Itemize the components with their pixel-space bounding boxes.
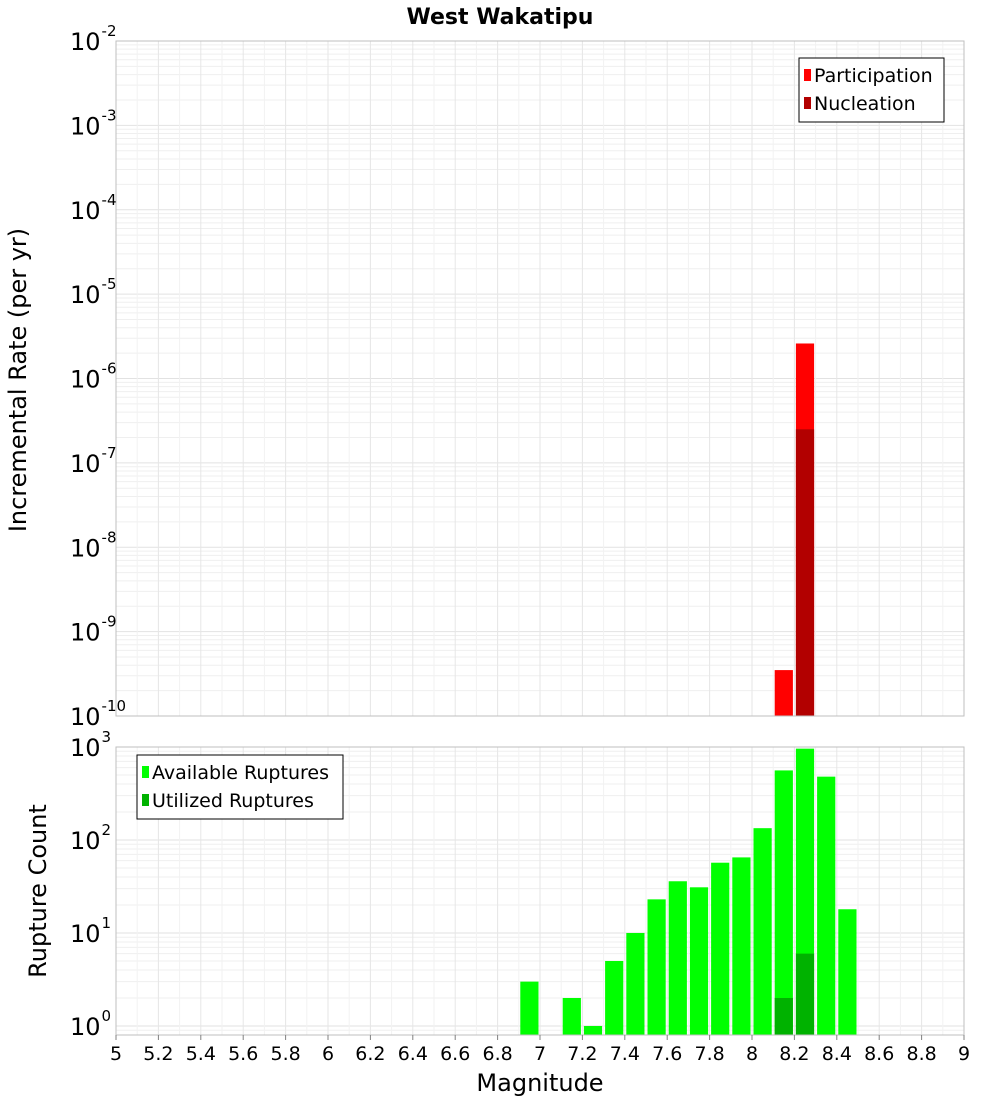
bottom-y-tick-label: 103 [70, 728, 111, 762]
top-y-tick-label: 10-10 [70, 697, 126, 731]
bottom-bar-available-ruptures [732, 857, 751, 1035]
top-legend [798, 57, 945, 123]
top-plot-border [115, 40, 965, 717]
bottom-bar-available-ruptures [605, 960, 624, 1035]
x-tick-label: 6.8 [482, 1043, 512, 1065]
bottom-bar-available-ruptures [753, 828, 772, 1035]
x-tick-label: 7.2 [567, 1043, 597, 1065]
top-y-tick-label: 10-2 [70, 22, 117, 56]
top-legend-swatch [804, 69, 811, 81]
x-tick-label: 6.6 [440, 1043, 470, 1065]
bottom-bar-available-ruptures [583, 1025, 603, 1035]
bottom-bar-available-ruptures [668, 881, 687, 1035]
x-tick-label: 7.6 [652, 1043, 682, 1065]
top-y-axis-label: Incremental Rate (per yr) [4, 228, 32, 532]
bottom-bar-available-ruptures [711, 862, 730, 1035]
top-y-tick-label: 10-6 [70, 360, 117, 394]
top-y-tick-label: 10-9 [70, 613, 117, 647]
bottom-bar-available-ruptures [626, 932, 645, 1035]
x-tick-label: 5 [110, 1043, 122, 1065]
x-tick-label: 5.4 [186, 1043, 216, 1065]
x-tick-label: 5.2 [143, 1043, 173, 1065]
x-tick-label: 8.4 [822, 1043, 852, 1065]
x-tick-label: 5.6 [228, 1043, 258, 1065]
x-tick-label: 8 [746, 1043, 758, 1065]
bottom-bar-utilized-ruptures [774, 997, 793, 1035]
chart-title: West Wakatipu [407, 5, 594, 30]
x-tick-label: 6 [322, 1043, 334, 1065]
bottom-bar-available-ruptures [817, 776, 836, 1035]
x-tick-label: 8.8 [906, 1043, 936, 1065]
top-y-tick-label: 10-7 [70, 444, 117, 478]
x-tick-label: 7.8 [694, 1043, 724, 1065]
bottom-legend-label: Available Ruptures [152, 762, 329, 784]
x-tick-label: 6.2 [355, 1043, 385, 1065]
x-tick-labels: 5 5.2 5.4 5.6 5.8 6 6.2 6.4 6.6 6.8 7 7.2 7.4 7.6 7.8 8… [110, 1035, 970, 1065]
x-tick-label: 8.6 [864, 1043, 894, 1065]
bottom-panel: 103 102 101 100 Available Ruptures Utilized R… [70, 728, 965, 1041]
x-axis-label: Magnitude [476, 1069, 603, 1097]
bottom-y-axis-label: Rupture Count [24, 804, 52, 978]
bottom-legend-swatch [142, 766, 149, 778]
bottom-bar-available-ruptures [647, 899, 666, 1035]
bottom-bar-utilized-ruptures [795, 953, 815, 1035]
bottom-bar-available-ruptures [520, 981, 539, 1035]
bottom-y-tick-label: 100 [70, 1007, 111, 1041]
top-legend-label: Nucleation [814, 93, 916, 115]
bottom-y-tick-label: 101 [70, 914, 111, 948]
top-y-tick-label: 10-4 [70, 191, 117, 225]
bottom-bar-available-ruptures [562, 997, 581, 1035]
bottom-legend [136, 754, 344, 820]
top-legend-label: Participation [814, 65, 933, 87]
x-tick-label: 7 [534, 1043, 546, 1065]
bottom-bar-available-ruptures [838, 909, 857, 1035]
x-tick-label: 8.2 [779, 1043, 809, 1065]
bottom-legend-swatch [142, 794, 149, 806]
top-y-tick-label: 10-3 [70, 106, 117, 140]
top-panel: 10-2 10-3 10-4 10-5 10-6 10-7 10-8 10-9 10-10 Par… [70, 22, 965, 731]
x-tick-label: 9 [958, 1043, 970, 1065]
top-y-tick-label: 10-5 [70, 275, 117, 309]
x-tick-label: 5.8 [270, 1043, 300, 1065]
top-bar-participation [774, 670, 793, 716]
x-tick-label: 6.4 [398, 1043, 428, 1065]
top-y-tick-label: 10-8 [70, 528, 117, 562]
bottom-y-tick-label: 102 [70, 821, 111, 855]
top-bar-nucleation [795, 429, 815, 716]
bottom-bar-available-ruptures [689, 887, 709, 1035]
bottom-bar-available-ruptures [774, 770, 793, 1035]
top-legend-swatch [804, 97, 811, 109]
x-tick-label: 7.4 [610, 1043, 640, 1065]
bottom-legend-label: Utilized Ruptures [152, 790, 314, 812]
